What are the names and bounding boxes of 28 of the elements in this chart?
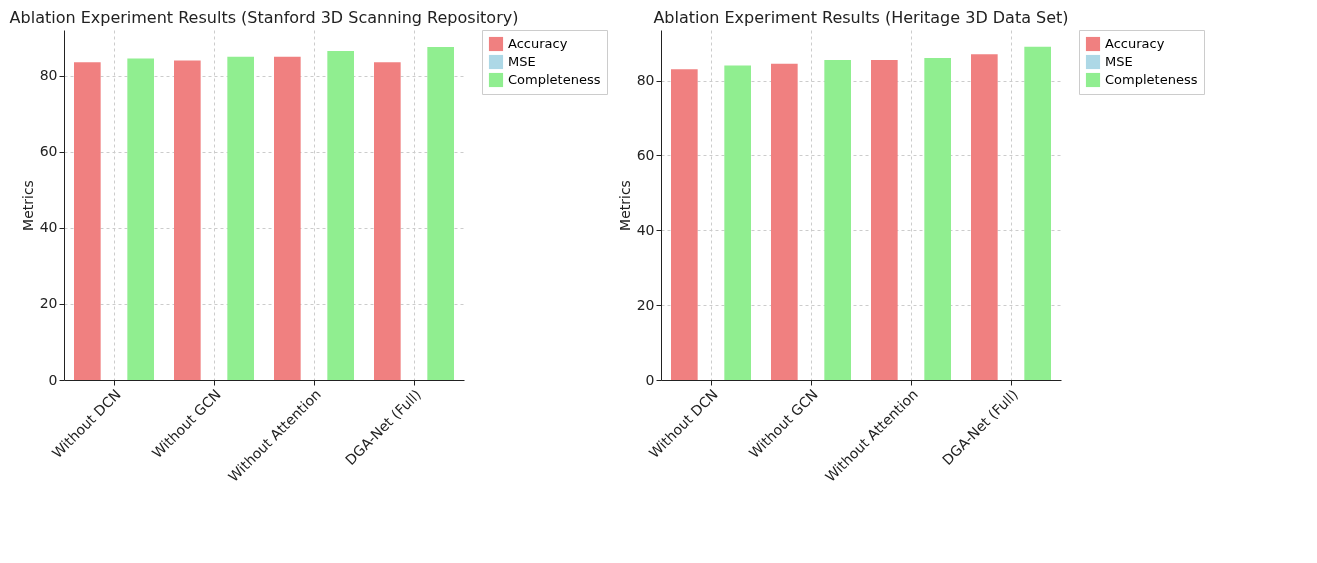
y-tick-label: 60 [636,146,655,163]
y-tick-label: 0 [48,371,58,388]
y-axis-title: Metrics [616,180,633,231]
y-tick-label: 80 [39,67,58,84]
y-axis-title: Metrics [19,180,36,231]
bar [427,47,454,380]
y-tick-label: 80 [636,72,655,89]
bar [274,56,301,380]
bar [74,62,101,380]
bar [374,62,401,380]
legend-label: Accuracy [1105,36,1165,51]
y-tick-label: 60 [39,143,58,160]
legend-label: MSE [1105,54,1133,69]
chart-title: Ablation Experiment Results (Stanford 3D Scanning Repository) [9,7,519,27]
bar [127,58,154,380]
y-tick-label: 20 [39,295,58,312]
y-tick-label: 20 [636,296,655,313]
y-tick-label: 0 [645,371,655,388]
bar [174,60,201,380]
y-tick-label: 40 [636,221,655,238]
legend-label: MSE [508,54,536,69]
bar [227,56,254,380]
bar [327,50,354,380]
y-tick-label: 40 [39,219,58,236]
legend-label: Completeness [508,72,601,87]
chart-title: Ablation Experiment Results (Heritage 3D Data Set) [653,7,1069,27]
legend-label: Accuracy [508,36,568,51]
legend-label: Completeness [1105,72,1198,87]
